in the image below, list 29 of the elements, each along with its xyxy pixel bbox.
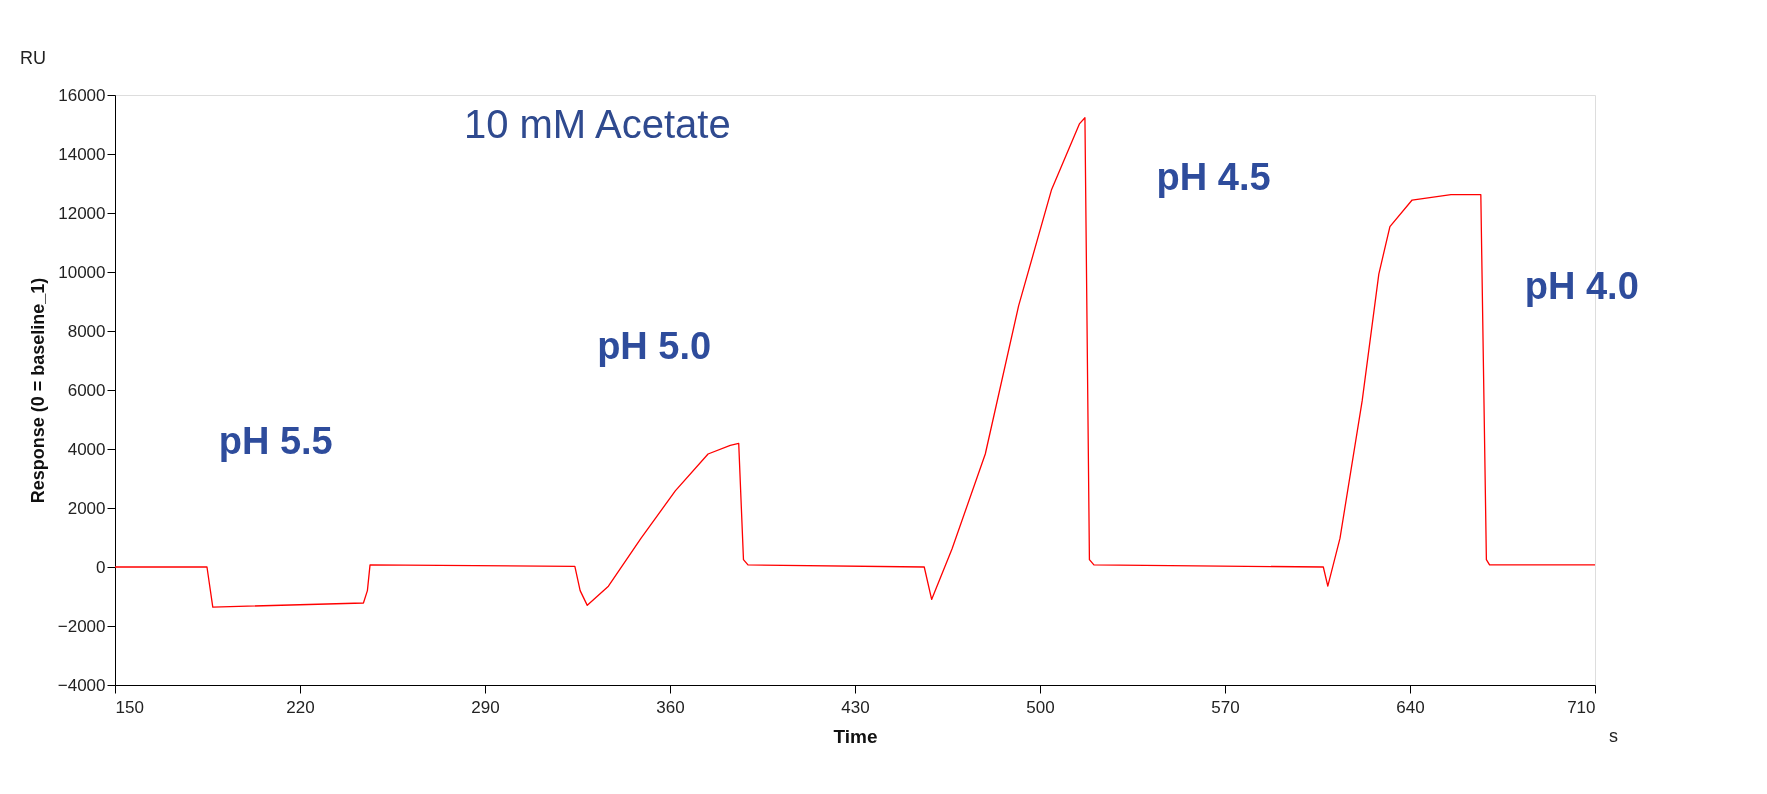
annotation: 10 mM Acetate bbox=[463, 101, 731, 146]
y-tick-label: 12000 bbox=[58, 203, 106, 223]
annotation: pH 5.0 bbox=[597, 325, 712, 368]
y-tick-label: 2000 bbox=[67, 498, 106, 518]
x-tick-label: 570 bbox=[1211, 697, 1240, 717]
y-tick-label: 14000 bbox=[58, 144, 106, 164]
y-tick-label: −4000 bbox=[57, 675, 106, 695]
x-axis-title: Time bbox=[833, 725, 878, 747]
y-tick-label: 16000 bbox=[58, 85, 106, 105]
x-tick-label: 430 bbox=[841, 697, 870, 717]
x-tick-label: 290 bbox=[471, 697, 500, 717]
x-tick-label: 640 bbox=[1396, 697, 1425, 717]
y-tick-label: −2000 bbox=[57, 616, 106, 636]
x-tick-label: 500 bbox=[1026, 697, 1055, 717]
y-tick-label: 0 bbox=[96, 557, 106, 577]
y-tick-label: 6000 bbox=[67, 380, 106, 400]
y-tick-label: 4000 bbox=[67, 439, 106, 459]
annotation: pH 5.5 bbox=[218, 420, 333, 463]
y-axis-title: Response (0 = baseline_1) bbox=[27, 277, 48, 504]
x-tick-label: 150 bbox=[115, 697, 144, 717]
x-tick-label: 220 bbox=[286, 697, 315, 717]
text: s bbox=[1609, 726, 1618, 746]
x-tick-label: 710 bbox=[1567, 697, 1596, 717]
x-tick-label: 360 bbox=[656, 697, 685, 717]
text: RU bbox=[20, 48, 46, 68]
annotation: pH 4.5 bbox=[1156, 156, 1271, 199]
annotation: pH 4.0 bbox=[1524, 264, 1639, 307]
y-tick-label: 10000 bbox=[58, 262, 106, 282]
y-tick-label: 8000 bbox=[67, 321, 106, 341]
